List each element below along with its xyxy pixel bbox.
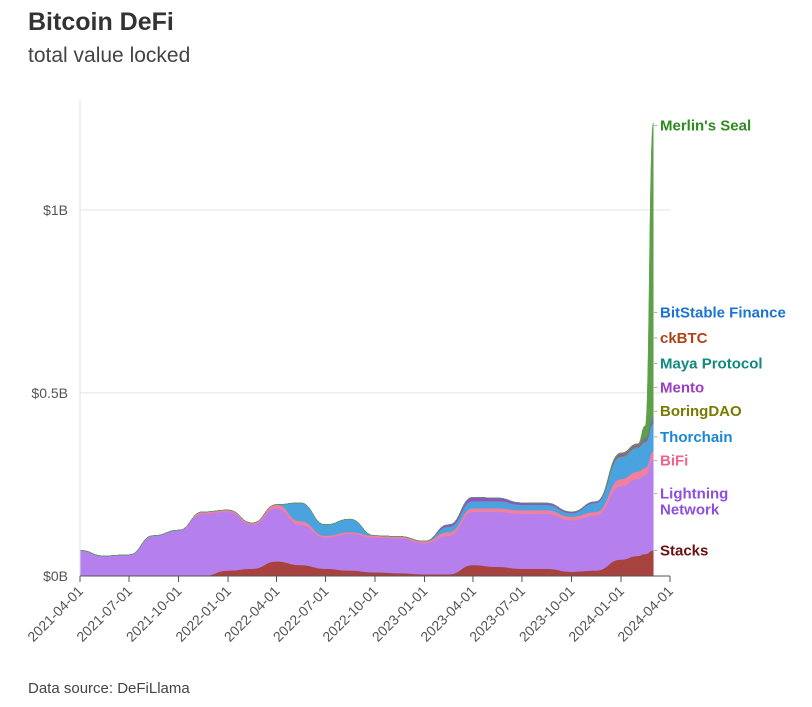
- y-tick-label: $0.5B: [31, 385, 68, 401]
- legend-label-line: BiFi: [660, 453, 688, 470]
- legend-labels: Stacks Lightning Network BiFi Thorchain Borin…: [654, 118, 786, 559]
- y-tick-label: $1B: [43, 202, 68, 218]
- legend-label: Maya Protocol: [660, 356, 763, 373]
- grid-lines: [80, 209, 670, 394]
- legend-label: BoringDAO: [660, 403, 742, 420]
- legend-label: Merlin's Seal: [660, 118, 751, 135]
- legend-label: BiFi: [660, 453, 688, 470]
- legend-label-line: Network: [660, 502, 720, 519]
- legend-label: ckBTC: [660, 330, 708, 347]
- area-merlin-s-seal: [79, 122, 654, 557]
- legend-label-line: Mento: [660, 379, 704, 396]
- data-source-note: Data source: DeFiLlama: [28, 680, 190, 697]
- legend-label-line: ckBTC: [660, 330, 708, 347]
- legend-label: BitStable Finance: [660, 304, 786, 321]
- legend-label-line: Merlin's Seal: [660, 118, 751, 135]
- chart-subtitle: total value locked: [28, 44, 191, 67]
- legend-label: Mento: [660, 379, 704, 396]
- chart-title: Bitcoin DeFi: [28, 8, 174, 36]
- area-series: [79, 122, 654, 577]
- legend-label-line: Stacks: [660, 542, 708, 559]
- legend-label: Thorchain: [660, 429, 733, 446]
- legend-label-line: BitStable Finance: [660, 304, 786, 321]
- legend-label-line: Thorchain: [660, 429, 733, 446]
- legend-label: Stacks: [660, 542, 708, 559]
- legend-label-line: BoringDAO: [660, 403, 742, 420]
- legend-label-line: Maya Protocol: [660, 356, 763, 373]
- y-tick-label: $0B: [43, 568, 68, 584]
- legend-label-line: Lightning: [660, 486, 728, 503]
- legend-label: Lightning Network: [660, 486, 728, 519]
